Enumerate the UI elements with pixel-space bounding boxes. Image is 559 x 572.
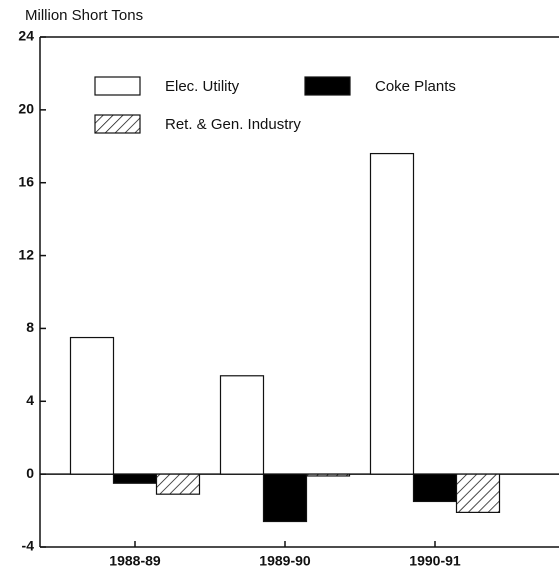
y-tick-label: 20 [18, 101, 34, 117]
legend-label: Elec. Utility [165, 78, 240, 95]
bar [455, 473, 501, 513]
legend-label: Ret. & Gen. Industry [165, 116, 301, 133]
bar [69, 336, 115, 475]
y-tick-label: 0 [26, 465, 34, 481]
x-tick-label: 1988-89 [109, 553, 161, 569]
y-tick-label: 4 [26, 392, 34, 408]
bar [412, 473, 458, 503]
y-tick-label: 8 [26, 319, 34, 335]
legend-swatch [94, 76, 141, 96]
y-tick-label: 24 [18, 28, 34, 44]
x-tick-label: 1989-90 [259, 553, 311, 569]
legend-swatch [304, 76, 351, 96]
bar [369, 152, 415, 475]
bar [262, 473, 308, 523]
legend-swatch [94, 114, 141, 134]
y-axis-title: Million Short Tons [25, 7, 143, 24]
x-tick-label: 1990-91 [409, 553, 461, 569]
bar [155, 473, 201, 495]
y-tick-label: 12 [18, 246, 34, 262]
y-tick-label: -4 [22, 538, 35, 554]
bar [219, 375, 265, 475]
y-tick-label: 16 [18, 173, 34, 189]
legend-label: Coke Plants [375, 78, 456, 95]
bar [305, 473, 351, 477]
bar [112, 473, 158, 484]
